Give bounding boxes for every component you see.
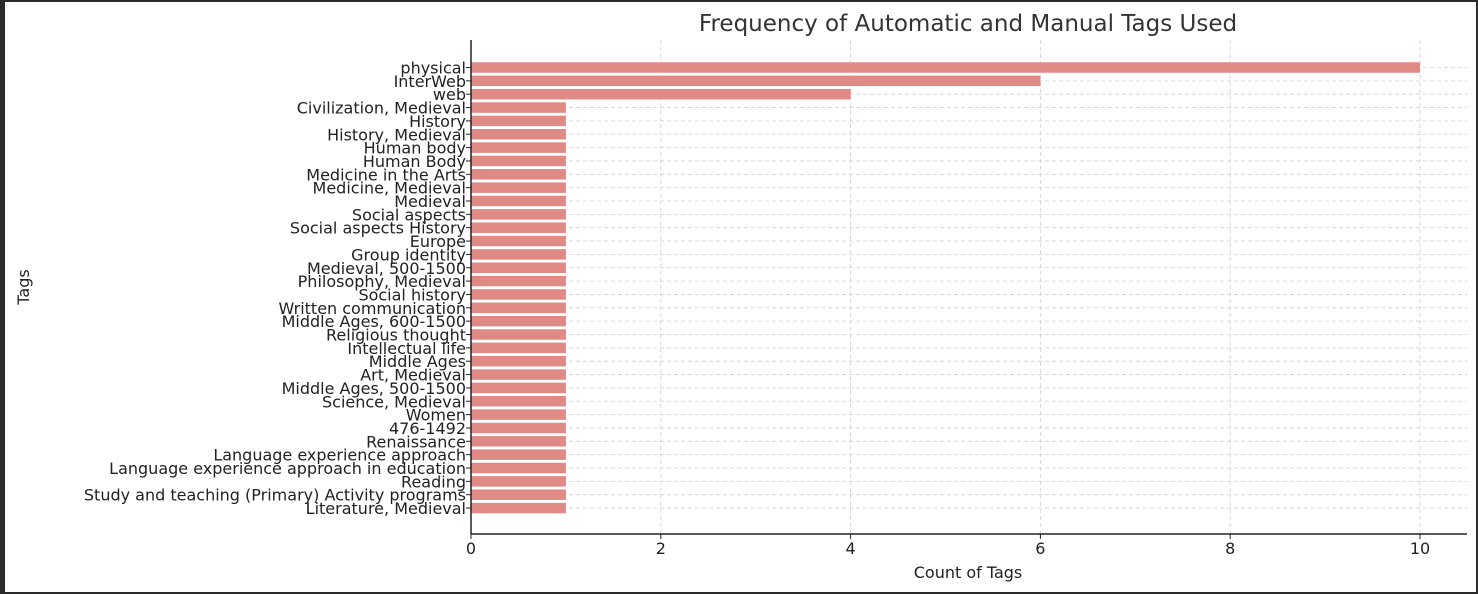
- y-tick-label: Science, Medieval: [322, 392, 466, 411]
- bar: [471, 289, 566, 300]
- x-tick-label: 10: [1410, 539, 1430, 558]
- bar: [471, 195, 566, 207]
- bar: [471, 302, 566, 314]
- y-tick-label: Middle Ages: [369, 352, 466, 371]
- x-tick-label: 2: [656, 539, 666, 558]
- y-tick-label: Literature, Medieval: [306, 499, 466, 518]
- bar: [471, 75, 1041, 87]
- bar: [471, 396, 566, 407]
- bar: [471, 62, 1420, 73]
- y-tick-label: Religious thought: [326, 326, 466, 345]
- y-axis-title: Tags: [14, 269, 33, 305]
- bar: [471, 155, 566, 167]
- y-tick-label: Civilization, Medieval: [297, 99, 466, 118]
- bar: [471, 142, 566, 153]
- y-tick-label: Women: [406, 406, 466, 425]
- bar: [471, 249, 566, 260]
- bar: [471, 476, 566, 487]
- y-tick-label: Renaissance: [366, 432, 466, 451]
- y-tick-label: Language experience approach: [213, 446, 466, 465]
- bar: [471, 502, 566, 514]
- bar: [471, 315, 566, 327]
- x-tick-labels: 0 2 4 6 8 10: [466, 534, 1430, 558]
- y-tick-label: Medieval, 500-1500: [307, 259, 466, 278]
- bar: [471, 382, 566, 394]
- bar: [471, 182, 566, 193]
- y-tick-label: Social history: [358, 285, 466, 304]
- y-tick-label: Medicine, Medieval: [313, 179, 466, 198]
- bar: [471, 102, 566, 113]
- x-axis-title: Count of Tags: [914, 563, 1023, 582]
- bar: [471, 235, 566, 247]
- bar: [471, 422, 566, 434]
- y-tick-label: Study and teaching (Primary) Activity pr…: [84, 486, 466, 505]
- bar: [471, 489, 566, 500]
- y-tick-label: InterWeb: [394, 72, 466, 91]
- y-tick-label: Reading: [401, 472, 466, 491]
- bar: [471, 436, 566, 447]
- y-tick-label: Human body: [364, 139, 466, 158]
- bar: [471, 169, 566, 180]
- x-tick-label: 4: [846, 539, 856, 558]
- x-tick-label: 8: [1225, 539, 1235, 558]
- y-tick-label: Language experience approach in educatio…: [109, 459, 466, 478]
- bar: [471, 88, 851, 100]
- y-tick-label: Human Body: [363, 152, 466, 171]
- y-tick-label: Middle Ages, 500-1500: [282, 379, 466, 398]
- bar: [471, 129, 566, 140]
- bar: [471, 222, 566, 233]
- y-tick-label: Philosophy, Medieval: [298, 272, 466, 291]
- x-tick-label: 6: [1035, 539, 1045, 558]
- bar: [471, 275, 566, 287]
- y-tick-label: Art, Medieval: [360, 366, 466, 385]
- bar: [471, 462, 566, 474]
- bar: [471, 115, 566, 127]
- y-tick-label: Social aspects History: [290, 219, 466, 238]
- bar: [471, 449, 566, 460]
- grid: [470, 40, 1467, 534]
- y-tick-label: Middle Ages, 600-1500: [282, 312, 466, 331]
- bar: [471, 262, 566, 273]
- y-tick-label: web: [433, 85, 466, 104]
- bars: [471, 62, 1420, 514]
- y-tick-label: Medieval: [394, 192, 466, 211]
- y-tick-label: History: [409, 112, 466, 131]
- bar: [471, 209, 566, 220]
- bar: [471, 355, 566, 367]
- y-tick-label: Europe: [410, 232, 466, 251]
- y-tick-label: Social aspects: [352, 205, 466, 224]
- bar: [471, 342, 566, 354]
- y-tick-label: 476-1492: [389, 419, 466, 438]
- y-tick-label: Group identity: [351, 245, 466, 264]
- x-tick-label: 0: [466, 539, 476, 558]
- bar: [471, 409, 566, 420]
- y-tick-label: physical: [400, 59, 466, 78]
- y-tick-label: Medicine in the Arts: [306, 165, 466, 184]
- y-tick-label: Intellectual life: [347, 339, 466, 358]
- bar: [471, 369, 566, 380]
- y-tick-label: Written communication: [279, 299, 466, 318]
- bar: [471, 329, 566, 340]
- y-tick-label: History, Medieval: [327, 125, 466, 144]
- axes: [470, 40, 1467, 535]
- chart-title: Frequency of Automatic and Manual Tags U…: [699, 11, 1237, 37]
